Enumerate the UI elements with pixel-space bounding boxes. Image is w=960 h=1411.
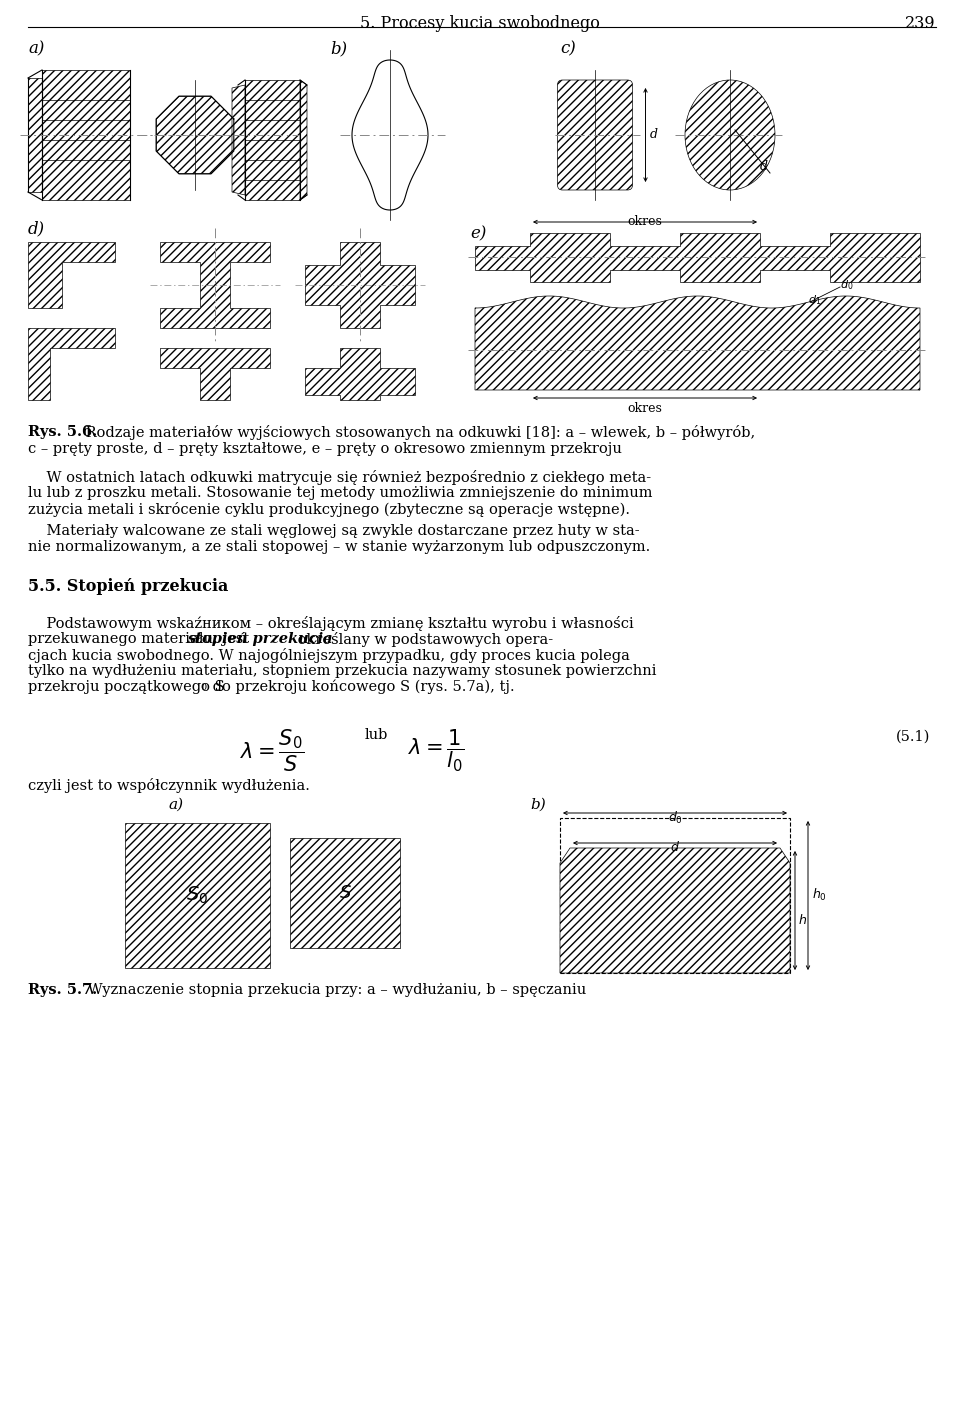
Text: przekuwanego materiału, jest: przekuwanego materiału, jest	[28, 632, 253, 646]
Text: okres: okres	[628, 402, 662, 415]
Text: okres: okres	[628, 214, 662, 229]
Text: b): b)	[330, 40, 348, 56]
Text: zużycia metali i skrócenie cyklu produkcyjnego (zbyteczne są operacje wstępne).: zużycia metali i skrócenie cyklu produkc…	[28, 502, 630, 516]
Text: d: d	[650, 128, 658, 141]
Text: Podstawowym wskaźником – określającym zmianę kształtu wyrobu i własności: Podstawowym wskaźником – określającym zm…	[28, 617, 634, 631]
Polygon shape	[160, 349, 270, 399]
Text: do przekroju końcowego S (rys. 5.7a), tj.: do przekroju końcowego S (rys. 5.7a), tj…	[208, 680, 515, 694]
Polygon shape	[232, 85, 245, 195]
Text: $d_0$: $d_0$	[840, 278, 853, 292]
Text: 5. Procesy kucia swobodnego: 5. Procesy kucia swobodnego	[360, 16, 600, 32]
Polygon shape	[475, 233, 920, 282]
Text: Rys. 5.7.: Rys. 5.7.	[28, 983, 97, 998]
Text: 5.5. Stopień przekucia: 5.5. Stopień przekucia	[28, 579, 228, 595]
Text: c – pręty proste, d – pręty kształtowe, e – pręty o okresowo zmiennym przekroju: c – pręty proste, d – pręty kształtowe, …	[28, 442, 622, 456]
Text: stopień przekucia: stopień przekucia	[187, 632, 333, 646]
Text: cjach kucia swobodnego. W najogólniejszym przypadku, gdy proces kucia polega: cjach kucia swobodnego. W najogólniejszy…	[28, 648, 630, 663]
Text: lub: lub	[365, 728, 389, 742]
Text: Rys. 5.6.: Rys. 5.6.	[28, 425, 97, 439]
Polygon shape	[305, 243, 415, 327]
Text: tylko na wydłużeniu materiału, stopniem przekucia nazywamy stosunek powierzchni: tylko na wydłużeniu materiału, stopniem …	[28, 665, 657, 679]
Polygon shape	[475, 308, 920, 389]
Text: W ostatnich latach odkuwki matrycuje się również bezpośrednio z ciekłego meta-: W ostatnich latach odkuwki matrycuje się…	[28, 470, 651, 485]
Text: b): b)	[530, 799, 545, 811]
Text: Wyznaczenie stopnia przekucia przy: a – wydłużaniu, b – spęczaniu: Wyznaczenie stopnia przekucia przy: a – …	[83, 983, 587, 998]
Text: określany w podstawowych opera-: określany w podstawowych opera-	[293, 632, 553, 648]
Text: przekroju początkowego S: przekroju początkowego S	[28, 680, 225, 694]
Polygon shape	[28, 243, 115, 308]
Text: e): e)	[470, 224, 487, 243]
Polygon shape	[560, 848, 790, 974]
Text: $\lambda = \dfrac{1}{l_0}$: $\lambda = \dfrac{1}{l_0}$	[408, 728, 465, 775]
Text: Rodzaje materiałów wyjściowych stosowanych na odkuwki [18]: a – wlewek, b – półw: Rodzaje materiałów wyjściowych stosowany…	[81, 425, 756, 440]
Text: c): c)	[560, 40, 576, 56]
Polygon shape	[300, 80, 307, 200]
Text: $h$: $h$	[798, 913, 807, 927]
Bar	[560, 818, 790, 974]
Text: $d$: $d$	[670, 840, 680, 854]
Text: d: d	[760, 159, 768, 174]
Text: $S_0$: $S_0$	[186, 885, 208, 906]
Text: a): a)	[28, 40, 44, 56]
Text: d): d)	[28, 220, 45, 237]
Polygon shape	[475, 296, 920, 389]
Polygon shape	[290, 838, 400, 948]
Text: $S$: $S$	[339, 885, 351, 902]
Text: czyli jest to współczynnik wydłużenia.: czyli jest to współczynnik wydłużenia.	[28, 777, 310, 793]
Text: 239: 239	[905, 16, 936, 32]
Polygon shape	[160, 243, 270, 327]
Text: Materiały walcowane ze stali węglowej są zwykle dostarczane przez huty w sta-: Materiały walcowane ze stali węglowej są…	[28, 523, 639, 538]
Text: a): a)	[168, 799, 183, 811]
Polygon shape	[245, 80, 300, 200]
Text: lu lub z proszku metali. Stosowanie tej metody umożliwia zmniejszenie do minimum: lu lub z proszku metali. Stosowanie tej …	[28, 485, 653, 499]
FancyBboxPatch shape	[558, 80, 633, 190]
Polygon shape	[352, 61, 428, 210]
Text: $d_1$: $d_1$	[808, 293, 822, 308]
Text: $d_0$: $d_0$	[667, 810, 683, 825]
Text: $h_0$: $h_0$	[812, 888, 827, 903]
Text: 0: 0	[200, 683, 206, 691]
Polygon shape	[28, 327, 115, 399]
Text: nie normalizowanym, a ze stali stopowej – w stanie wyżarzonym lub odpuszczonym.: nie normalizowanym, a ze stali stopowej …	[28, 540, 650, 555]
Text: $\lambda = \dfrac{S_0}{S}$: $\lambda = \dfrac{S_0}{S}$	[240, 728, 304, 775]
Text: (5.1): (5.1)	[896, 729, 930, 744]
Polygon shape	[156, 96, 234, 174]
Ellipse shape	[685, 80, 775, 190]
Polygon shape	[42, 71, 130, 200]
Polygon shape	[125, 823, 270, 968]
Polygon shape	[28, 78, 42, 192]
Polygon shape	[305, 349, 415, 399]
